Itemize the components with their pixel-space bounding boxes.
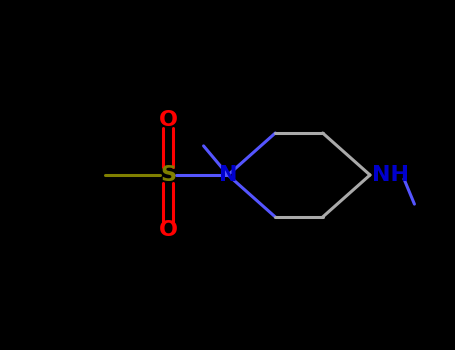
Text: O: O <box>158 110 177 130</box>
Text: N: N <box>219 165 237 185</box>
Text: S: S <box>160 165 176 185</box>
Text: O: O <box>158 220 177 240</box>
Text: NH: NH <box>371 165 409 185</box>
